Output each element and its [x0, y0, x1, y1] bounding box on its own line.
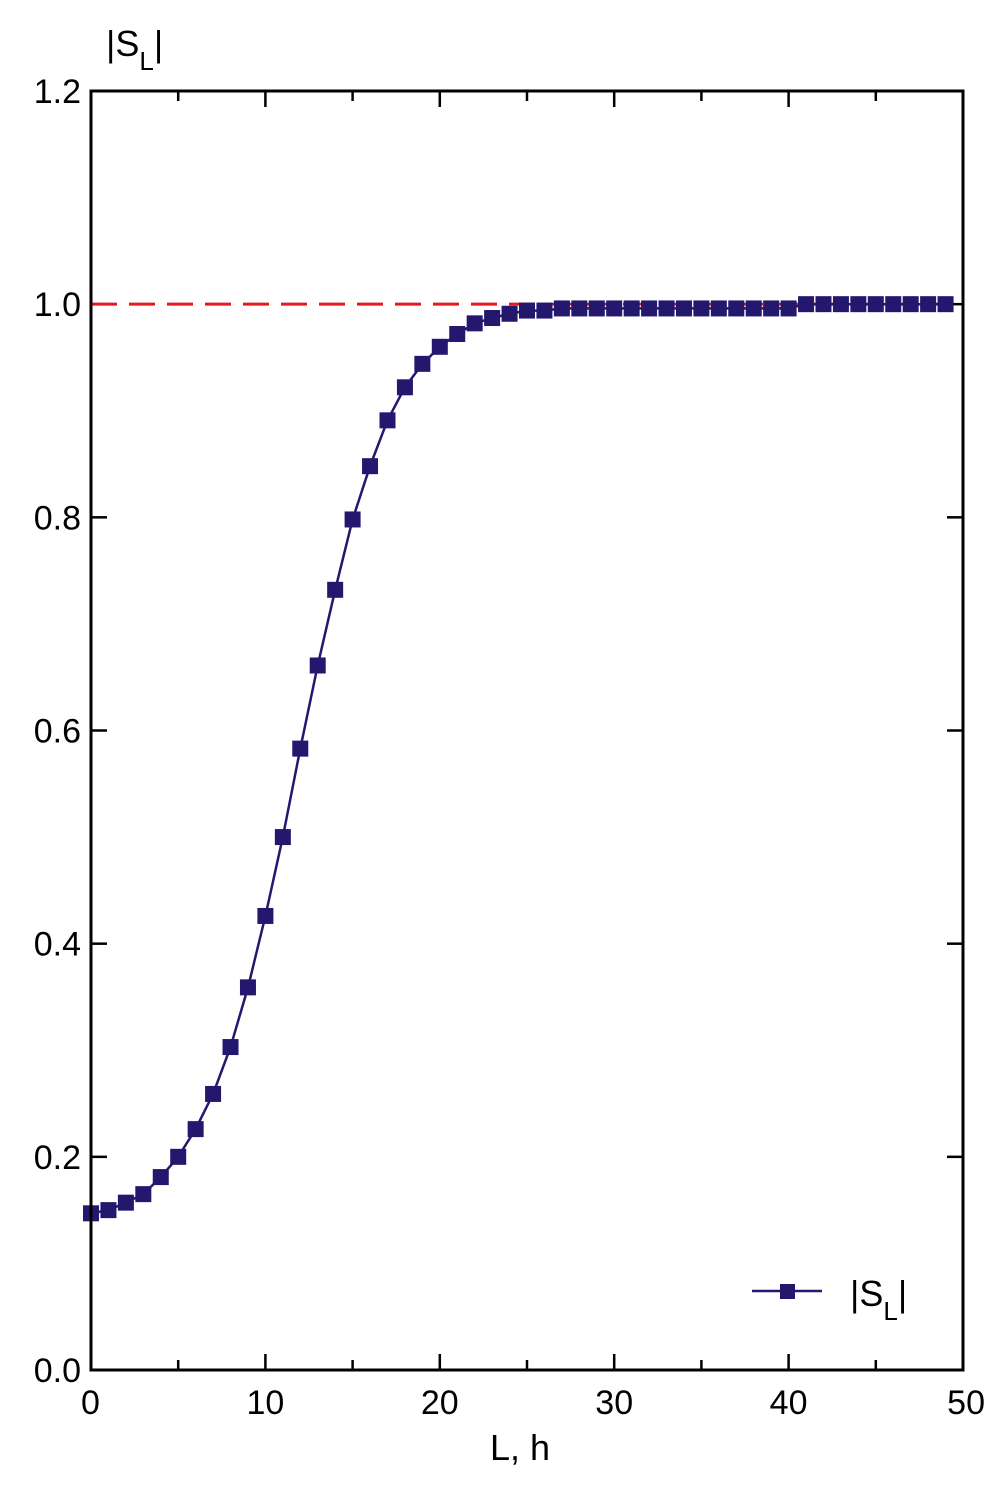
data-point — [501, 305, 518, 322]
data-point — [309, 657, 326, 674]
data-point — [100, 1202, 117, 1219]
x-tick-label: 50 — [947, 1384, 985, 1422]
data-point — [867, 296, 884, 313]
y-axis-title-subscript: L — [139, 46, 153, 76]
legend-label-subscript: L — [883, 1296, 897, 1326]
y-tick-label: 0.8 — [34, 499, 81, 537]
data-point — [379, 412, 396, 429]
data-point — [937, 296, 954, 313]
data-point — [152, 1169, 169, 1186]
x-tick-label: 20 — [421, 1384, 459, 1422]
data-point — [466, 315, 483, 332]
x-tick-label: 30 — [595, 1384, 633, 1422]
data-point — [553, 300, 570, 317]
legend-label: |SL| — [850, 1273, 907, 1326]
data-point — [693, 300, 710, 317]
data-point — [571, 300, 588, 317]
data-point — [205, 1085, 222, 1102]
y-axis-title-end: | — [154, 23, 163, 64]
y-tick-label: 0.2 — [34, 1139, 81, 1177]
x-axis-title: L, h — [490, 1427, 550, 1468]
data-point — [396, 379, 413, 396]
data-point — [257, 907, 274, 924]
x-tick-label: 10 — [246, 1384, 284, 1422]
data-point — [710, 300, 727, 317]
legend-marker — [780, 1284, 795, 1299]
data-point — [658, 300, 675, 317]
data-point — [815, 296, 832, 313]
y-tick-label: 1.2 — [34, 73, 81, 111]
y-tick-label: 0.6 — [34, 713, 81, 751]
data-point — [222, 1039, 239, 1056]
data-point — [274, 829, 291, 846]
data-point — [623, 300, 640, 317]
tick-labels: 0.0 0.2 0.4 0.6 0.8 1.0 1.2 0 10 20 30 40 50 — [34, 73, 985, 1422]
data-point — [449, 326, 466, 343]
legend: |SL| — [752, 1273, 907, 1326]
data-point — [135, 1186, 152, 1203]
y-tick-label: 0.4 — [34, 926, 81, 964]
legend-label-end: | — [898, 1273, 907, 1314]
plot-frame — [89, 89, 965, 1372]
data-point — [780, 300, 797, 317]
data-point — [484, 310, 501, 327]
data-point — [187, 1121, 204, 1138]
data-point — [414, 355, 431, 372]
series-points — [83, 296, 954, 1222]
data-point — [292, 740, 309, 757]
y-axis-title-main: |S — [106, 23, 139, 64]
series-s-l — [83, 296, 954, 1222]
x-tick-label: 40 — [770, 1384, 808, 1422]
data-point — [902, 296, 919, 313]
data-point — [832, 296, 849, 313]
data-point — [885, 296, 902, 313]
y-axis-title: |SL| — [106, 23, 163, 76]
data-point — [728, 300, 745, 317]
data-point — [117, 1194, 134, 1211]
data-point — [745, 300, 762, 317]
data-point — [763, 300, 780, 317]
y-tick-label: 1.0 — [34, 286, 81, 324]
y-tick-label: 0.0 — [34, 1352, 81, 1390]
data-point — [850, 296, 867, 313]
data-point — [588, 300, 605, 317]
data-point — [362, 458, 379, 475]
data-point — [170, 1148, 187, 1165]
data-point — [431, 338, 448, 355]
data-point — [239, 979, 256, 996]
x-tick-label: 0 — [81, 1384, 100, 1422]
data-point — [519, 302, 535, 319]
data-point — [920, 296, 937, 313]
data-point — [606, 300, 623, 317]
data-point — [798, 296, 815, 313]
data-point — [641, 300, 658, 317]
data-point — [675, 300, 692, 317]
legend-label-main: |S — [850, 1273, 883, 1314]
data-point — [536, 302, 553, 319]
data-point — [344, 511, 361, 528]
data-point — [327, 581, 344, 598]
